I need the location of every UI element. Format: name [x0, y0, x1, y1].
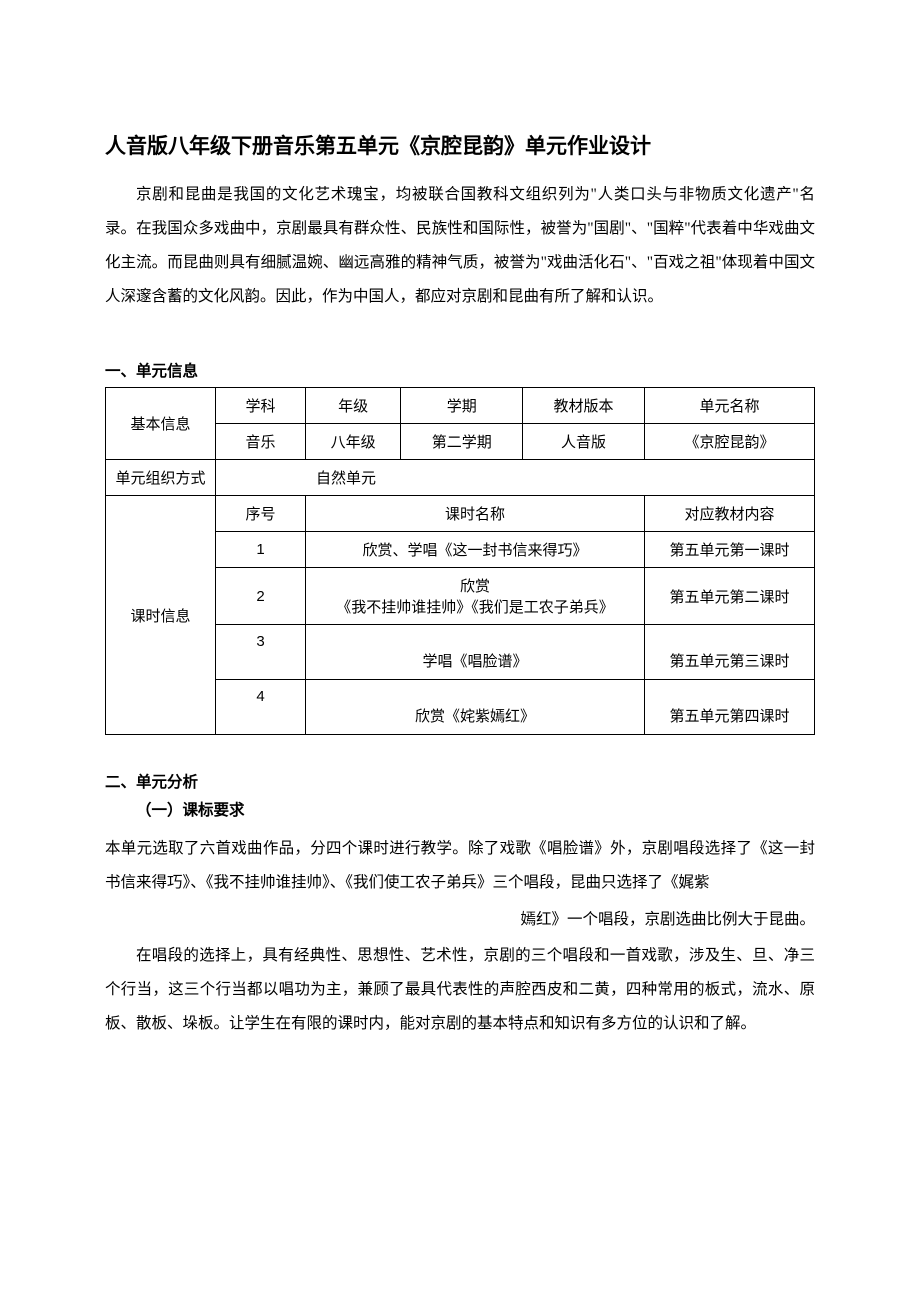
lesson3-content-cell: 第五单元第三课时	[645, 625, 815, 680]
unit-info-table: 基本信息 学科 年级 学期 教材版本 单元名称 音乐 八年级 第二学期 人音版 …	[105, 387, 815, 735]
lesson2-content-cell: 第五单元第二课时	[645, 568, 815, 625]
lesson2-seq-cell: 2	[216, 568, 306, 625]
lesson-header-content-cell: 对应教材内容	[645, 496, 815, 532]
header-version-cell: 教材版本	[523, 388, 645, 424]
header-subject-cell: 学科	[216, 388, 306, 424]
lesson1-name-cell: 欣赏、学唱《这一封书信来得巧》	[306, 532, 645, 568]
section2-para1-line2: 嫣红》一个唱段，京剧选曲比例大于昆曲。	[105, 903, 815, 937]
table-row: 单元组织方式 自然单元	[106, 460, 815, 496]
lesson3-seq-cell: 3	[216, 625, 306, 680]
lesson1-seq-cell: 1	[216, 532, 306, 568]
table-row: 课时信息 序号 课时名称 对应教材内容	[106, 496, 815, 532]
lesson3-name-cell: 学唱《唱脸谱》	[306, 625, 645, 680]
value-version-cell: 人音版	[523, 424, 645, 460]
document-title: 人音版八年级下册音乐第五单元《京腔昆韵》单元作业设计	[105, 130, 815, 160]
value-semester-cell: 第二学期	[401, 424, 523, 460]
lesson2-name-line1: 欣赏	[460, 579, 490, 595]
header-semester-cell: 学期	[401, 388, 523, 424]
lesson-info-label-cell: 课时信息	[106, 496, 216, 735]
basic-info-label-cell: 基本信息	[106, 388, 216, 460]
org-label-cell: 单元组织方式	[106, 460, 216, 496]
org-value-cell: 自然单元	[216, 460, 815, 496]
section2-para2: 在唱段的选择上，具有经典性、思想性、艺术性，京剧的三个唱段和一首戏歌，涉及生、旦…	[105, 939, 815, 1041]
lesson1-content-cell: 第五单元第一课时	[645, 532, 815, 568]
value-subject-cell: 音乐	[216, 424, 306, 460]
value-grade-cell: 八年级	[306, 424, 401, 460]
header-unitname-cell: 单元名称	[645, 388, 815, 424]
lesson4-seq-cell: 4	[216, 680, 306, 735]
lesson4-name-cell: 欣赏《姹紫嫣红》	[306, 680, 645, 735]
section1-heading: 一、单元信息	[105, 359, 815, 381]
section2-heading: 二、单元分析	[105, 770, 815, 792]
intro-paragraph: 京剧和昆曲是我国的文化艺术瑰宝，均被联合国教科文组织列为"人类口头与非物质文化遗…	[105, 178, 815, 314]
section2-sub-heading: （一）课标要求	[105, 798, 815, 820]
lesson-header-name-cell: 课时名称	[306, 496, 645, 532]
lesson2-name-cell: 欣赏 《我不挂帅谁挂帅》《我们是工农子弟兵》	[306, 568, 645, 625]
lesson2-name-line2: 《我不挂帅谁挂帅》《我们是工农子弟兵》	[336, 600, 614, 616]
lesson4-content-cell: 第五单元第四课时	[645, 680, 815, 735]
table-row: 基本信息 学科 年级 学期 教材版本 单元名称	[106, 388, 815, 424]
section2-para1-line1: 本单元选取了六首戏曲作品，分四个课时进行教学。除了戏歌《唱脸谱》外，京剧唱段选择…	[105, 832, 815, 900]
header-grade-cell: 年级	[306, 388, 401, 424]
value-unitname-cell: 《京腔昆韵》	[645, 424, 815, 460]
lesson-header-seq-cell: 序号	[216, 496, 306, 532]
